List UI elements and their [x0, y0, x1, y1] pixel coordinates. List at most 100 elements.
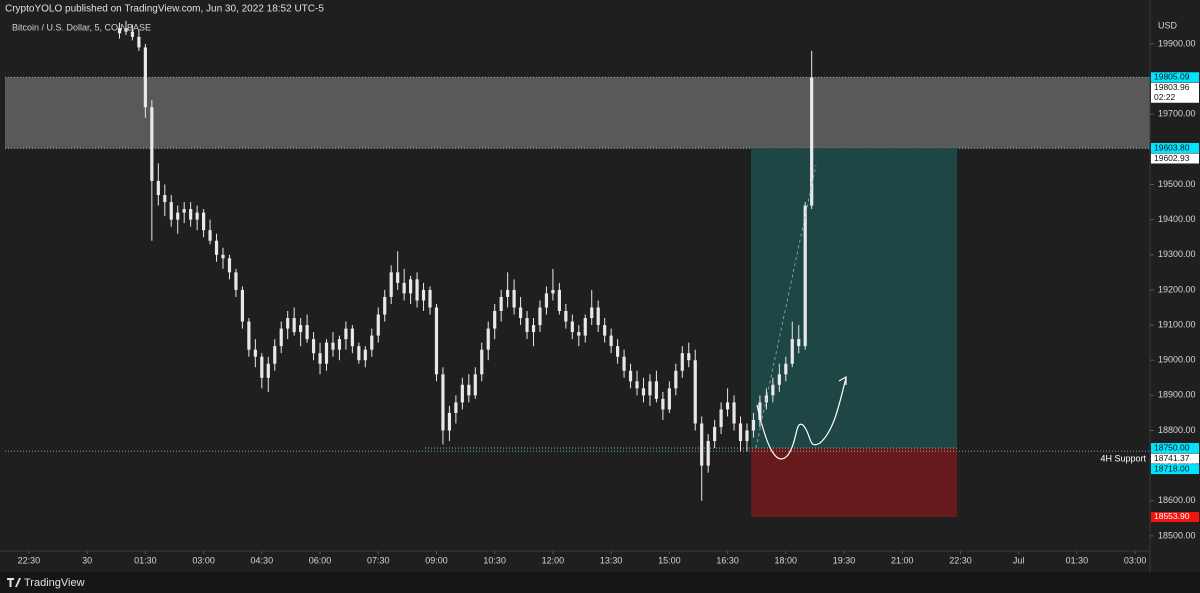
price-label-box — [1151, 511, 1199, 522]
x-tick-label: 12:00 — [542, 555, 565, 565]
candle-body — [163, 195, 167, 203]
x-tick-label: 19:30 — [833, 555, 856, 565]
x-tick-label: 03:00 — [1124, 555, 1147, 565]
price-label: 19803.96 — [1154, 82, 1190, 92]
y-tick-label: 19200.00 — [1158, 284, 1196, 294]
candle-body — [531, 325, 536, 333]
candle-body — [654, 381, 659, 399]
candle-body — [311, 339, 316, 354]
candle-body — [137, 36, 141, 48]
price-label-box — [1151, 453, 1199, 464]
x-tick-label: 13:30 — [600, 555, 623, 565]
candle-body — [247, 321, 251, 350]
candle-body — [221, 254, 225, 259]
candle-body — [758, 402, 762, 420]
candle-body — [253, 349, 257, 357]
chart-title: Bitcoin / U.S. Dollar, 5, COINBASE — [12, 22, 151, 32]
candle-body — [337, 339, 342, 350]
candle-body — [195, 212, 199, 220]
x-tick-label: 22:30 — [949, 555, 972, 565]
candle-body — [396, 272, 400, 283]
y-tick-label: 18600.00 — [1158, 495, 1196, 505]
y-tick-label: 18500.00 — [1158, 530, 1196, 540]
candle-body — [544, 293, 549, 308]
candle-body — [777, 374, 781, 385]
candle-body — [564, 311, 568, 322]
candle-body — [622, 356, 626, 371]
footer-bar — [0, 572, 1200, 593]
supply-zone — [5, 77, 1150, 149]
y-tick-label: 19100.00 — [1158, 319, 1196, 329]
candle-body — [719, 409, 723, 427]
candle-body — [447, 412, 452, 431]
candle-body — [480, 349, 484, 375]
candle-body — [603, 325, 607, 336]
price-label-box — [1151, 143, 1199, 154]
candle-body — [797, 339, 801, 347]
price-label: 18750.00 — [1154, 442, 1190, 452]
y-tick-label: 19900.00 — [1158, 38, 1196, 48]
candle-body — [628, 370, 633, 382]
candle-body — [441, 374, 445, 431]
candle-body — [706, 441, 710, 466]
candle-body — [324, 342, 329, 364]
candle-body — [383, 296, 387, 315]
candle-body — [577, 332, 581, 336]
candle-body — [273, 346, 277, 364]
candle-body — [680, 353, 684, 371]
candle-body — [784, 363, 788, 375]
candle-body — [467, 384, 471, 396]
y-tick-label: 19400.00 — [1158, 214, 1196, 224]
candle-body — [428, 289, 432, 308]
price-label: 19602.93 — [1154, 153, 1190, 163]
x-tick-label: 09:00 — [425, 555, 448, 565]
candle-body — [635, 381, 639, 389]
price-label: 19805.09 — [1154, 72, 1190, 82]
candle-body — [616, 346, 620, 357]
currency-label: USD — [1158, 20, 1178, 30]
countdown-label: 02:22 — [1154, 92, 1176, 102]
position-profit — [751, 148, 957, 449]
candle-body — [156, 180, 160, 196]
candle-body — [538, 307, 542, 326]
x-tick-label: 15:00 — [658, 555, 681, 565]
support-label: 4H Support — [1100, 453, 1146, 463]
candle-body — [486, 328, 490, 350]
candle-body — [803, 205, 807, 347]
x-tick-label: 10:30 — [483, 555, 506, 565]
y-tick-label: 19700.00 — [1158, 109, 1196, 119]
price-label-box — [1151, 72, 1199, 83]
price-label-box — [1151, 464, 1199, 475]
candle-body — [150, 107, 154, 181]
candle-body — [667, 388, 671, 410]
candle-body — [331, 342, 335, 350]
candle-body — [790, 339, 794, 364]
price-label: 19603.80 — [1154, 142, 1190, 152]
candle-body — [117, 28, 122, 34]
candle-body — [201, 212, 206, 231]
candle-body — [376, 314, 380, 336]
x-tick-label: 01:30 — [1066, 555, 1089, 565]
x-tick-label: 04:30 — [251, 555, 274, 565]
candle-body — [525, 318, 529, 333]
candle-body — [176, 212, 180, 220]
price-label-box — [1151, 153, 1199, 164]
footer-brand: TradingView — [24, 577, 85, 589]
candle-body — [266, 363, 270, 378]
candle-body — [240, 289, 245, 322]
candle-body — [143, 47, 147, 108]
price-label: 18553.90 — [1154, 511, 1190, 521]
price-label: 18718.00 — [1154, 463, 1190, 473]
candle-body — [402, 282, 406, 294]
candle-body — [674, 370, 678, 389]
candle-body — [305, 325, 309, 340]
candle-body — [641, 388, 646, 396]
candle-body — [189, 209, 193, 220]
candle-body — [713, 426, 717, 442]
x-tick-label: 16:30 — [716, 555, 739, 565]
logo — [7, 578, 21, 587]
candle-body — [810, 77, 814, 206]
candle-body — [344, 328, 348, 340]
candle-body — [518, 307, 523, 319]
candle-body — [234, 272, 238, 290]
